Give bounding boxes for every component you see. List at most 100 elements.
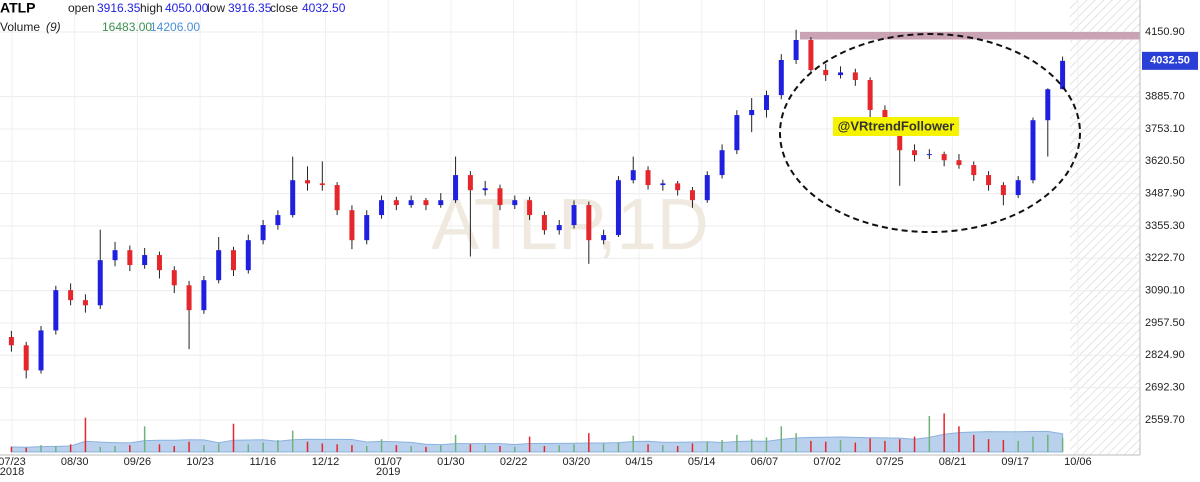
header-value: 3916.35 [228, 1, 272, 15]
candle-body [808, 39, 814, 70]
future-area [1070, 0, 1140, 455]
candle-body [171, 270, 177, 286]
candle-body [245, 240, 251, 271]
x-tick-label: 06/07 [751, 456, 779, 468]
header-label: (9) [46, 20, 61, 34]
candle-body [941, 154, 947, 161]
candle-body [186, 285, 192, 311]
y-tick-label: 2824.90 [1145, 349, 1185, 361]
candle-body [897, 125, 903, 151]
candle-body [349, 210, 355, 241]
y-tick-label: 2559.70 [1145, 414, 1185, 426]
annotation: @VRtrendFollower [838, 118, 955, 133]
y-tick-label: 3355.30 [1145, 220, 1185, 232]
candle-body [23, 345, 29, 371]
x-tick-label: 07/02 [813, 456, 841, 468]
header-value: 14206.00 [150, 20, 200, 34]
x-tick-label: 04/15 [625, 456, 653, 468]
x-tick-year: 2019 [376, 466, 400, 477]
y-tick-label: 3753.10 [1145, 123, 1185, 135]
candle-body [823, 69, 829, 76]
x-tick-label: 10/23 [186, 456, 214, 468]
candle-body [112, 250, 118, 261]
candle-body [97, 260, 103, 306]
candle-body [867, 79, 873, 110]
candle-body [1030, 120, 1036, 181]
x-tick-label: 12/12 [312, 456, 340, 468]
header-label: open [68, 1, 95, 15]
candle-body [319, 183, 325, 186]
x-tick-label: 09/26 [124, 456, 152, 468]
header-label: close [270, 1, 298, 15]
candle-body [201, 280, 207, 311]
x-tick-label: 09/17 [1001, 456, 1029, 468]
x-tick-label: 01/07 [374, 456, 402, 468]
header-value: 16483.00 [102, 20, 152, 34]
candle-body [127, 250, 133, 266]
header-value: 4032.50 [302, 1, 346, 15]
x-tick-label: 03/20 [563, 456, 591, 468]
candle-body [1015, 180, 1021, 196]
symbol: ATLP [0, 0, 36, 16]
candle-body [556, 225, 562, 231]
candle-body [393, 200, 399, 206]
y-tick-label: 3090.10 [1145, 285, 1185, 297]
header-label: low [207, 1, 225, 15]
candle-body [734, 115, 740, 151]
candle-body [763, 95, 769, 110]
candle-body [971, 165, 977, 176]
candle-body [689, 190, 695, 201]
x-tick-label: 08/30 [61, 456, 89, 468]
candle-body [601, 235, 607, 241]
y-tick-label: 2692.30 [1145, 382, 1185, 394]
candle-body [926, 154, 932, 156]
candle-body [216, 250, 222, 281]
candle-body [986, 175, 992, 186]
header-value: 3916.35 [97, 1, 141, 15]
highlight-circle [779, 33, 1081, 233]
x-tick-label: 02/22 [500, 456, 528, 468]
last-price-tag [1142, 51, 1198, 70]
y-tick-label: 2957.50 [1145, 317, 1185, 329]
candle-body [290, 180, 296, 216]
candle-body [541, 215, 547, 231]
candle-body [453, 175, 459, 201]
candle-body [1045, 89, 1051, 121]
x-tick-label: 01/30 [437, 456, 465, 468]
candle-body [379, 200, 385, 216]
candle-body [423, 200, 429, 206]
candle-body [1060, 60, 1066, 90]
candle-body [512, 200, 518, 206]
candle-body [364, 215, 370, 241]
candle-body [334, 185, 340, 211]
header-label: Volume [0, 20, 40, 34]
candle-body [675, 183, 681, 191]
candle-body [586, 205, 592, 241]
x-tick-year: 2018 [0, 466, 24, 477]
annotation-bg [833, 117, 959, 136]
candle-body [838, 72, 844, 76]
candle-body [645, 170, 651, 186]
candle-body [408, 200, 414, 206]
candle-body [704, 175, 710, 201]
candle-body [482, 188, 488, 191]
candle-body [305, 180, 311, 184]
candle-body [53, 290, 59, 331]
candle-body [38, 330, 44, 371]
y-tick-label: 3885.70 [1145, 91, 1185, 103]
candle-body [230, 250, 236, 271]
candle-body [68, 290, 74, 301]
x-tick-label: 05/14 [688, 456, 716, 468]
x-tick-label: 08/21 [939, 456, 967, 468]
candle-body [912, 150, 918, 156]
x-tick-label: 11/16 [249, 456, 276, 468]
candle-body [778, 59, 784, 96]
candle-body [467, 175, 473, 191]
y-tick-label: 3487.90 [1145, 188, 1185, 200]
y-tick-label: 3620.50 [1145, 155, 1185, 167]
candle-body [497, 188, 503, 206]
candle-body [82, 300, 88, 306]
candle-body [571, 205, 577, 226]
candle-body [142, 255, 148, 266]
